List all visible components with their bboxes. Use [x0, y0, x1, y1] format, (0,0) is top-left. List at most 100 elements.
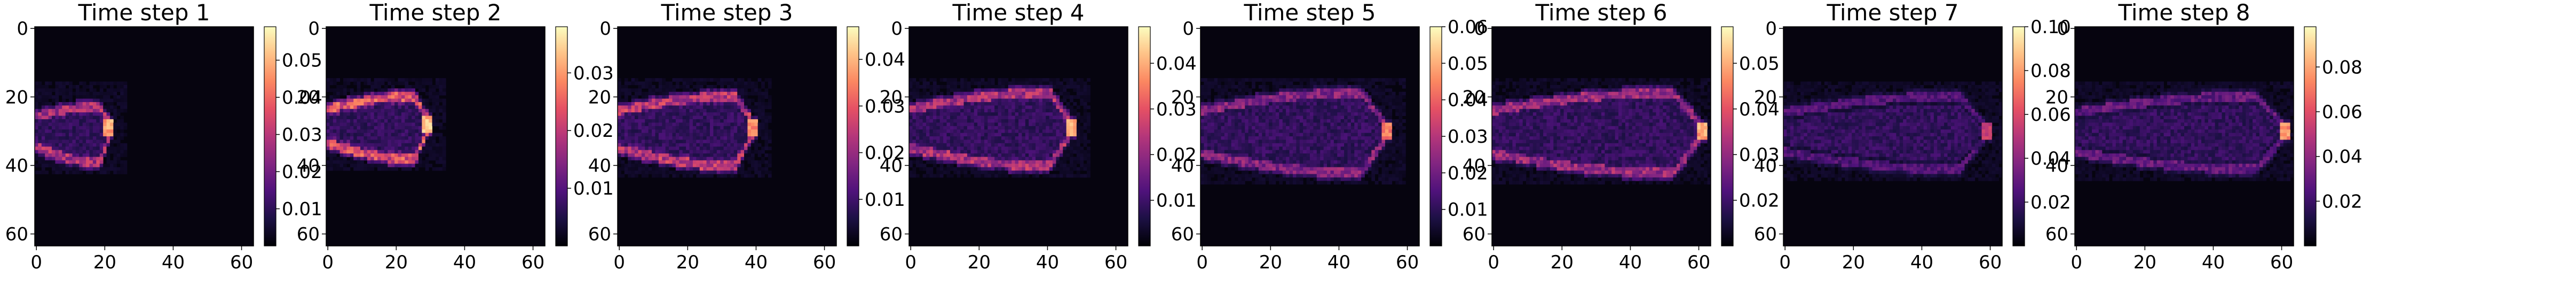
heatmap-cell: [733, 95, 738, 99]
heatmap-cell: [106, 126, 110, 130]
heatmap-cell: [1073, 160, 1077, 164]
heatmap-cell: [429, 122, 432, 127]
heatmap-cell: [1204, 126, 1208, 130]
heatmap-cell: [713, 150, 717, 154]
heatmap-cell: [699, 126, 704, 130]
heatmap-cell: [994, 136, 998, 140]
heatmap-cell: [106, 164, 110, 168]
heatmap-cell: [436, 115, 439, 120]
heatmap-cell: [41, 95, 45, 99]
heatmap-cell: [1042, 133, 1046, 137]
x-tick-label: 60: [1104, 252, 1127, 273]
heatmap-cell: [123, 171, 128, 174]
heatmap-cell: [991, 105, 995, 110]
heatmap-cell: [1083, 88, 1087, 92]
heatmap-cell: [1025, 112, 1029, 116]
heatmap-cell: [1255, 78, 1259, 82]
heatmap-cell: [422, 109, 426, 113]
heatmap-cell: [1231, 143, 1235, 147]
heatmap-cell: [113, 91, 117, 96]
heatmap-cell: [618, 88, 621, 92]
heatmap-cell: [401, 153, 405, 157]
heatmap-cell: [1063, 160, 1067, 164]
heatmap-cell: [1221, 177, 1225, 181]
heatmap-cell: [692, 171, 697, 174]
heatmap-cell: [960, 136, 964, 140]
heatmap-cell: [422, 133, 426, 137]
heatmap-cell: [977, 171, 981, 174]
heatmap-cell: [69, 171, 73, 174]
heatmap-cell: [1022, 146, 1026, 151]
heatmap-cell: [628, 81, 632, 86]
heatmap-cell: [69, 109, 73, 113]
heatmap-cell: [1211, 78, 1215, 82]
heatmap-cell: [998, 115, 1002, 120]
heatmap-cell: [436, 84, 439, 89]
heatmap-cell: [669, 105, 673, 110]
heatmap-cell: [92, 102, 97, 106]
heatmap-cell: [1001, 84, 1005, 89]
heatmap-cell: [429, 78, 432, 82]
heatmap-cell: [391, 102, 395, 106]
heatmap-cell: [1039, 109, 1043, 113]
heatmap-cell: [936, 102, 941, 106]
heatmap-cell: [1001, 98, 1005, 103]
heatmap-cell: [86, 136, 90, 140]
heatmap-cell: [35, 171, 38, 174]
heatmap-cell: [943, 129, 947, 133]
heatmap-cell: [1224, 119, 1228, 123]
heatmap-cell: [1241, 174, 1245, 178]
heatmap-cell: [360, 119, 364, 123]
heatmap-cell: [963, 78, 968, 82]
heatmap-cell: [422, 84, 426, 89]
heatmap-cell: [960, 133, 964, 137]
heatmap-cell: [1053, 153, 1056, 157]
heatmap-cell: [1080, 150, 1084, 154]
heatmap-cell: [747, 112, 752, 116]
heatmap-cell: [730, 133, 734, 137]
heatmap-cell: [1036, 153, 1039, 157]
heatmap-cell: [977, 153, 981, 157]
heatmap-cell: [1258, 164, 1262, 168]
heatmap-cell: [381, 129, 385, 133]
heatmap-cell: [963, 167, 968, 171]
heatmap-cell: [631, 136, 635, 140]
heatmap-cell: [624, 133, 628, 137]
heatmap-cell: [1018, 122, 1022, 127]
heatmap-cell: [429, 143, 432, 147]
heatmap-cell: [733, 129, 738, 133]
heatmap-cell: [929, 112, 934, 116]
heatmap-cell: [957, 129, 961, 133]
heatmap-cell: [1063, 167, 1067, 171]
heatmap-cell: [96, 167, 100, 171]
heatmap-cell: [1008, 136, 1012, 140]
heatmap-cell: [1012, 174, 1015, 178]
heatmap-cell: [1258, 115, 1262, 120]
heatmap-cell: [750, 153, 755, 157]
heatmap-cell: [1012, 143, 1015, 147]
heatmap-cell: [648, 143, 652, 147]
heatmap-cell: [946, 109, 951, 113]
heatmap-cell: [1279, 143, 1283, 147]
heatmap-cell: [960, 167, 964, 171]
heatmap-cell: [1036, 88, 1039, 92]
heatmap-cell: [1032, 78, 1036, 82]
heatmap-cell: [957, 133, 961, 137]
heatmap-cell: [62, 133, 66, 137]
heatmap-cell: [984, 164, 988, 168]
heatmap-cell: [618, 91, 621, 96]
heatmap-cell: [109, 91, 114, 96]
heatmap-cell: [946, 174, 951, 178]
heatmap-cell: [950, 84, 954, 89]
heatmap-cell: [699, 115, 704, 120]
heatmap-cell: [1214, 146, 1218, 151]
heatmap-cell: [1049, 136, 1053, 140]
heatmap-cell: [727, 81, 731, 86]
heatmap-cell: [1073, 95, 1077, 99]
heatmap-cell: [55, 160, 59, 164]
heatmap-cell: [747, 133, 752, 137]
heatmap-cell: [703, 78, 707, 82]
heatmap-cell: [963, 122, 968, 127]
heatmap-cell: [692, 84, 697, 89]
heatmap-cell: [679, 119, 683, 123]
